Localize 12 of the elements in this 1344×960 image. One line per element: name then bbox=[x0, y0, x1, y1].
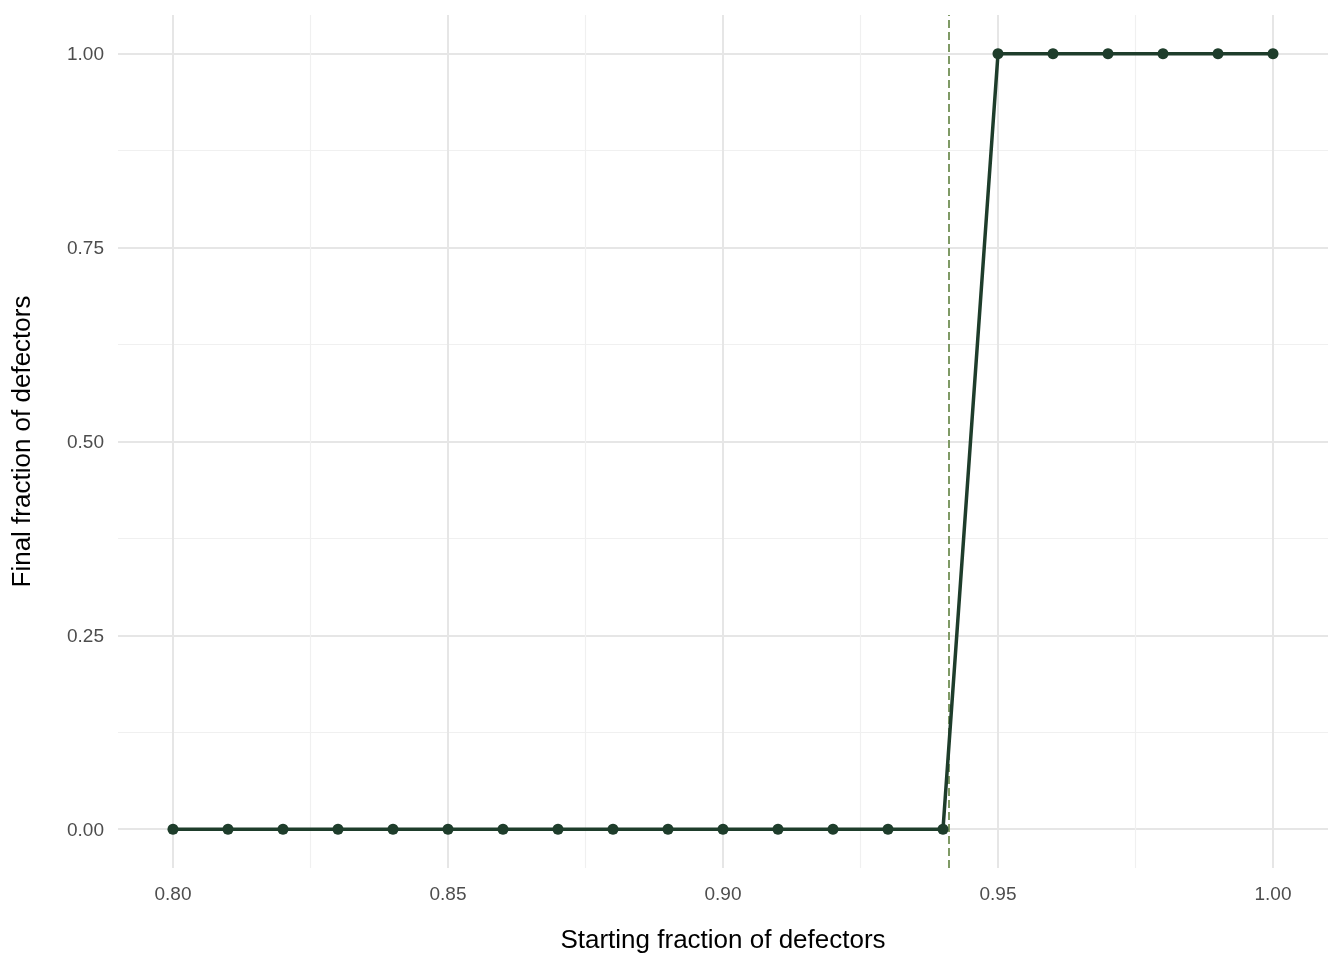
x-tick-label: 0.90 bbox=[704, 883, 742, 904]
y-tick-label: 0.50 bbox=[67, 431, 104, 452]
x-tick-label: 0.95 bbox=[979, 883, 1017, 904]
y-axis-title: Final fraction of defectors bbox=[6, 295, 36, 588]
x-tick-label: 0.85 bbox=[429, 883, 467, 904]
y-tick-label: 0.00 bbox=[67, 818, 104, 840]
y-tick-label: 1.00 bbox=[67, 43, 104, 65]
y-tick-label: 0.75 bbox=[67, 237, 104, 259]
x-tick-label: 0.80 bbox=[154, 883, 192, 904]
x-axis-title: Starting fraction of defectors bbox=[560, 924, 886, 954]
y-tick-label: 0.25 bbox=[67, 624, 104, 646]
x-tick-label: 1.00 bbox=[1254, 883, 1292, 904]
